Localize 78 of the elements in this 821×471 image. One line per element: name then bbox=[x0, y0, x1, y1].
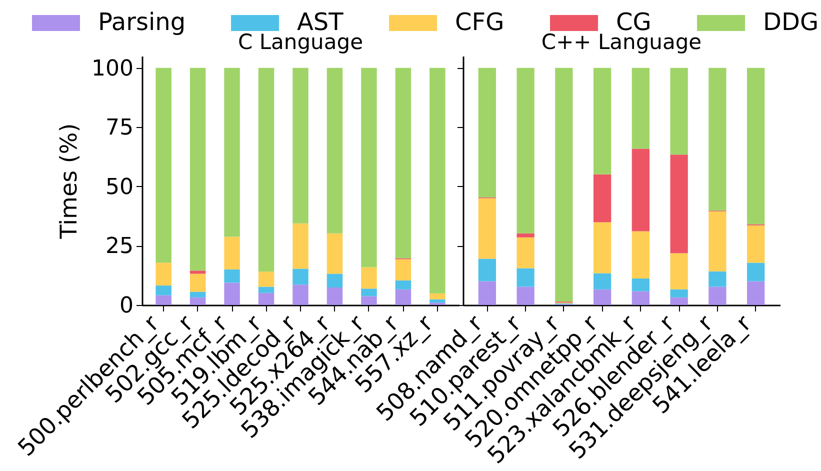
bar bbox=[395, 259, 412, 280]
bar bbox=[430, 68, 446, 294]
bar bbox=[190, 270, 206, 274]
bar bbox=[516, 237, 534, 268]
bar bbox=[516, 286, 534, 305]
bar bbox=[258, 68, 274, 272]
bar bbox=[746, 68, 765, 224]
bar bbox=[670, 154, 688, 254]
bar bbox=[156, 68, 172, 263]
bar bbox=[292, 223, 308, 269]
bar bbox=[478, 68, 496, 198]
bar bbox=[156, 262, 172, 286]
bar bbox=[292, 68, 308, 224]
bar bbox=[224, 68, 240, 237]
bar bbox=[156, 295, 172, 305]
bar bbox=[395, 280, 412, 290]
bar bbox=[516, 233, 534, 238]
bar bbox=[395, 68, 412, 258]
bar bbox=[224, 282, 240, 305]
bar bbox=[156, 286, 172, 296]
legend-label: Parsing bbox=[98, 8, 186, 36]
bar bbox=[190, 68, 206, 271]
y-tick-label: 100 bbox=[92, 56, 134, 82]
bar bbox=[746, 262, 765, 282]
bar bbox=[593, 174, 612, 222]
bar bbox=[632, 148, 650, 232]
bar bbox=[361, 296, 377, 305]
bar bbox=[292, 284, 308, 305]
bar bbox=[292, 268, 308, 285]
bar bbox=[190, 297, 206, 305]
bar bbox=[224, 269, 240, 283]
bar bbox=[258, 272, 274, 287]
bar bbox=[361, 68, 377, 268]
bar bbox=[430, 293, 446, 300]
bar bbox=[593, 289, 612, 305]
bar bbox=[708, 211, 726, 272]
bar bbox=[190, 292, 206, 298]
bar bbox=[516, 68, 534, 234]
bar bbox=[670, 253, 688, 290]
legend-label: CFG bbox=[455, 8, 504, 36]
y-tick-label: 25 bbox=[106, 234, 134, 260]
bar bbox=[670, 289, 688, 298]
bar bbox=[593, 222, 612, 274]
bar bbox=[708, 68, 726, 211]
bar bbox=[361, 267, 377, 289]
bar bbox=[516, 268, 534, 287]
legend-label: DDG bbox=[763, 8, 819, 36]
bar bbox=[632, 291, 650, 305]
bar bbox=[632, 68, 650, 149]
bar bbox=[395, 289, 412, 305]
bar bbox=[326, 274, 343, 288]
bar bbox=[708, 286, 726, 305]
y-tick-label: 0 bbox=[120, 294, 134, 318]
bar bbox=[478, 258, 496, 282]
bar bbox=[746, 225, 765, 263]
y-tick-label: 50 bbox=[106, 174, 134, 200]
bar bbox=[326, 68, 343, 234]
bar bbox=[670, 297, 688, 305]
bar bbox=[478, 281, 496, 305]
bar bbox=[632, 278, 650, 292]
y-tick-label: 75 bbox=[106, 116, 134, 141]
bar bbox=[326, 287, 343, 305]
bar bbox=[190, 274, 206, 292]
bar bbox=[632, 231, 650, 278]
bar bbox=[746, 281, 765, 305]
bar bbox=[430, 299, 446, 303]
y-axis-title: Times (%) bbox=[56, 123, 83, 240]
bar bbox=[361, 288, 377, 296]
bar bbox=[326, 233, 343, 274]
bar bbox=[670, 68, 688, 155]
bar bbox=[258, 286, 274, 293]
bar bbox=[258, 292, 274, 305]
bar bbox=[593, 68, 612, 174]
bar bbox=[593, 273, 612, 290]
bar bbox=[478, 198, 496, 259]
bar bbox=[708, 271, 726, 287]
bar bbox=[555, 68, 573, 302]
bar bbox=[224, 236, 240, 270]
